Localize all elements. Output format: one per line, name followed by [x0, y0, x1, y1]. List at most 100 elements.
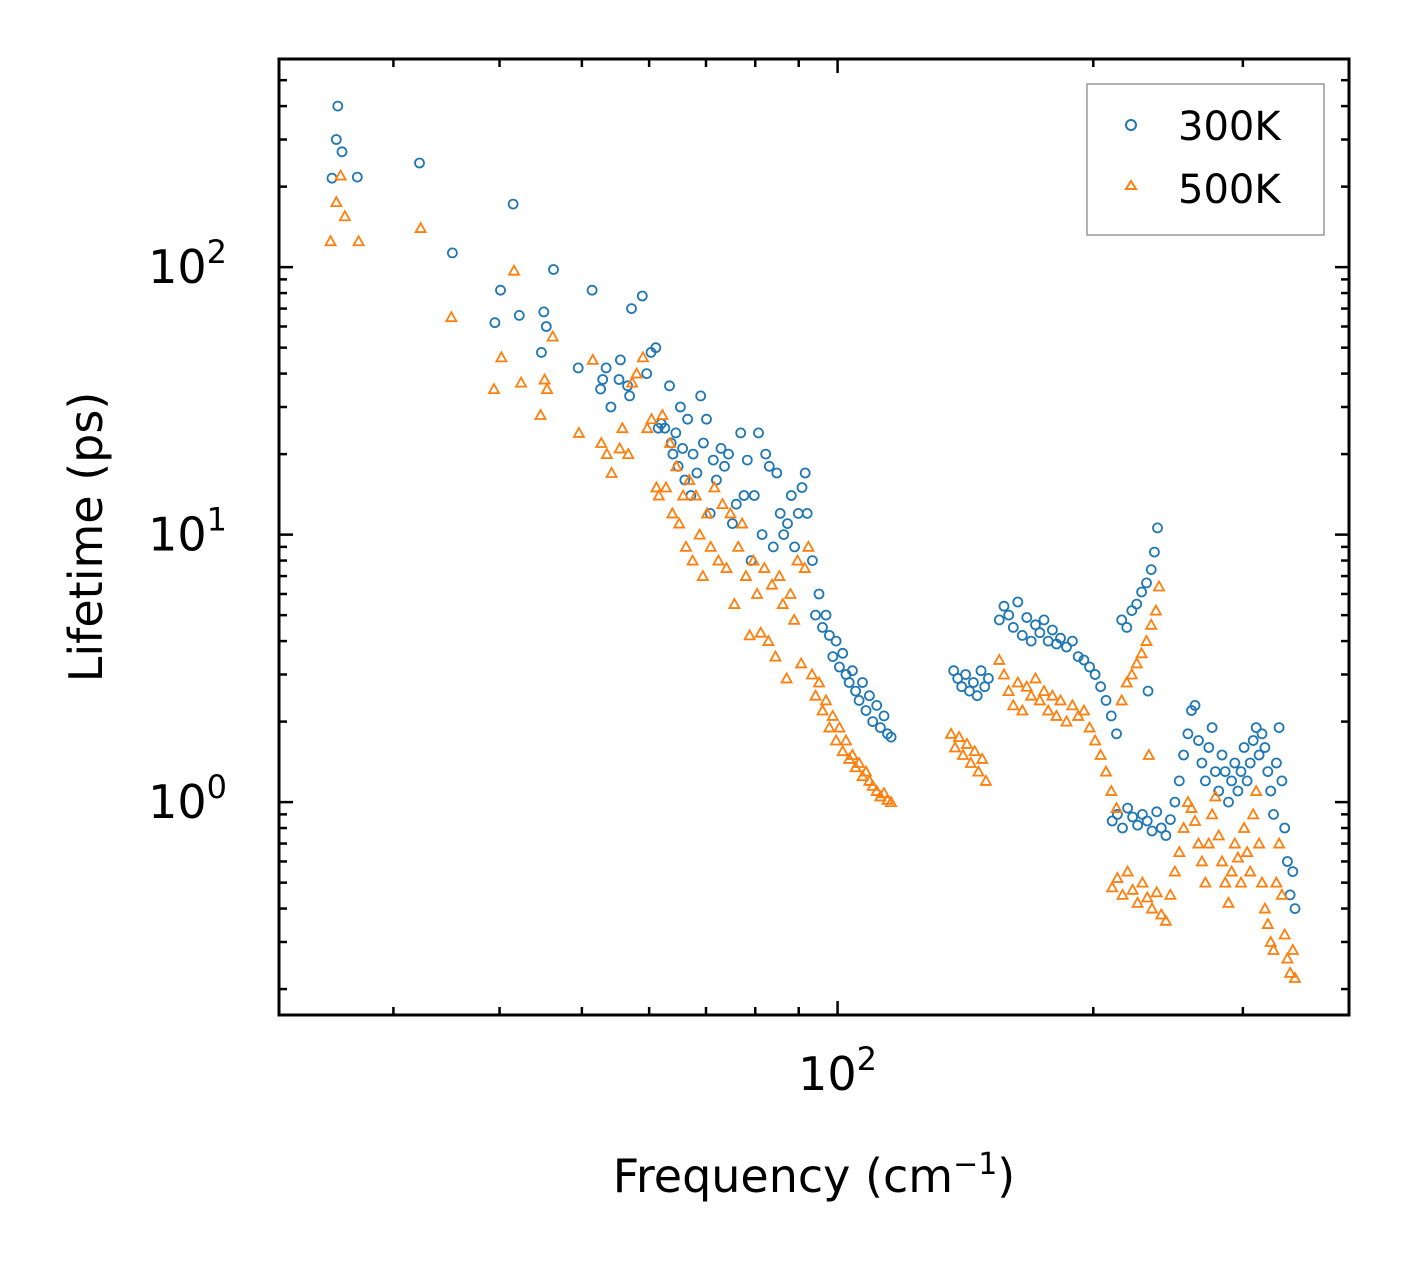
point-300k — [837, 647, 849, 659]
point-500k — [768, 649, 782, 662]
y-tick-label: 102 — [148, 233, 227, 294]
point-300k — [1100, 695, 1112, 706]
point-300k — [1025, 635, 1037, 647]
point-300k — [1121, 622, 1133, 633]
point-500k — [790, 553, 805, 566]
point-300k — [1200, 775, 1211, 787]
point-300k — [670, 427, 682, 439]
point-300k — [998, 600, 1010, 612]
point-300k — [1241, 775, 1253, 787]
point-500k — [1105, 880, 1119, 893]
point-300k — [1250, 722, 1262, 733]
point-500k — [1188, 814, 1202, 826]
point-500k — [665, 506, 679, 519]
point-300k — [735, 427, 747, 439]
point-300k — [1055, 632, 1066, 644]
point-500k — [761, 634, 775, 646]
point-300k — [1084, 661, 1095, 673]
point-500k — [839, 733, 853, 746]
point-300k — [853, 695, 865, 706]
point-300k — [1193, 735, 1204, 746]
point-500k — [731, 540, 745, 552]
point-300k — [799, 467, 811, 479]
point-300k — [1232, 785, 1244, 797]
point-300k — [1182, 728, 1194, 740]
point-500k — [1104, 784, 1118, 796]
point-300k — [1262, 766, 1274, 777]
point-500k — [1150, 885, 1164, 898]
point-300k — [801, 508, 813, 519]
point-300k — [1235, 766, 1247, 777]
x-axis-title-main: Frequency (cm — [613, 1149, 953, 1203]
point-300k — [1111, 728, 1122, 740]
point-500k — [1218, 875, 1232, 888]
point-500k — [715, 497, 730, 510]
point-500k — [1191, 836, 1206, 849]
point-300k — [1142, 685, 1154, 697]
point-300k — [1259, 742, 1271, 753]
point-500k — [968, 744, 982, 757]
point-500k — [538, 372, 552, 385]
point-300k — [626, 303, 637, 315]
point-300k — [1141, 815, 1153, 827]
point-300k — [1007, 622, 1019, 633]
point-500k — [812, 675, 826, 688]
point-500k — [540, 382, 554, 394]
point-500k — [1172, 845, 1186, 858]
point-500k — [1110, 871, 1124, 883]
point-500k — [944, 726, 958, 739]
y-axis-title: Lifetime (ps) — [59, 392, 113, 683]
point-500k — [819, 693, 833, 706]
point-300k — [1034, 627, 1046, 639]
point-300k — [1271, 757, 1282, 769]
point-500k — [870, 784, 884, 796]
point-300k — [707, 454, 719, 466]
point-500k — [836, 744, 850, 757]
point-300k — [1132, 819, 1143, 831]
point-300k — [727, 518, 738, 529]
point-300k — [659, 422, 671, 434]
point-300k — [507, 198, 519, 210]
point-500k — [649, 480, 663, 493]
point-500k — [534, 408, 548, 420]
point-500k — [750, 587, 764, 599]
point-300k — [1279, 822, 1291, 834]
point-300k — [536, 346, 547, 358]
point-300k — [878, 710, 890, 722]
point-500k — [1028, 671, 1043, 684]
legend-label-500k: 500K — [1178, 167, 1282, 213]
point-300k — [723, 448, 734, 460]
point-500k — [1109, 801, 1124, 813]
point-300k — [1210, 766, 1221, 777]
point-500k — [873, 789, 887, 802]
point-300k — [1127, 811, 1138, 823]
point-500k — [672, 516, 686, 529]
point-300k — [975, 665, 987, 677]
point-500k — [776, 597, 790, 609]
point-500k — [1120, 675, 1134, 688]
point-500k — [1280, 951, 1294, 964]
point-500k — [1234, 875, 1248, 888]
point-300k — [1189, 700, 1201, 711]
point-300k — [1106, 815, 1118, 827]
point-300k — [1012, 596, 1024, 608]
point-500k — [809, 688, 823, 701]
point-500k — [1071, 709, 1085, 721]
point-500k — [1094, 748, 1108, 760]
point-500k — [659, 480, 673, 493]
point-300k — [719, 460, 730, 472]
point-500k — [765, 577, 779, 590]
point-500k — [884, 795, 898, 808]
point-300k — [351, 171, 363, 183]
point-500k — [689, 488, 703, 501]
point-500k — [1041, 703, 1055, 716]
point-300k — [1072, 651, 1084, 662]
point-300k — [675, 401, 686, 413]
point-500k — [1011, 675, 1025, 688]
point-500k — [621, 447, 635, 460]
x-axis-title: Frequency (cm−1) — [613, 1147, 1016, 1203]
point-500k — [832, 720, 846, 733]
point-300k — [1112, 809, 1123, 820]
point-300k — [701, 413, 712, 425]
point-300k — [864, 690, 875, 702]
